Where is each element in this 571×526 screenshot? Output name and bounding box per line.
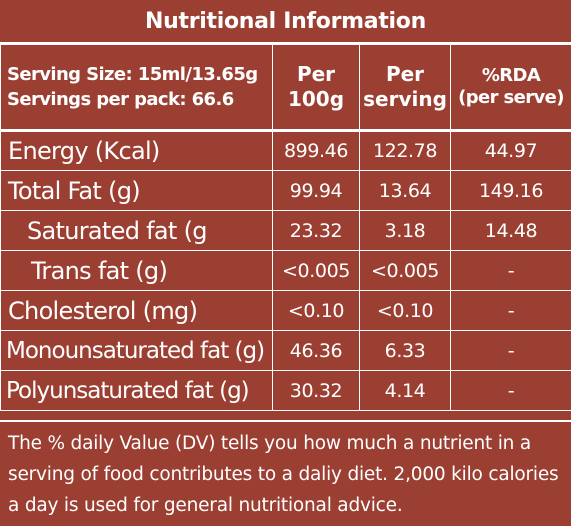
value-per-serving: 3.18 bbox=[359, 210, 451, 251]
table-row: Saturated fat (g 23.32 3.18 14.48 bbox=[0, 210, 571, 251]
col-header-per-serving: Per serving bbox=[359, 44, 451, 132]
value-per-100g: 899.46 bbox=[272, 130, 360, 171]
value-per-100g: 23.32 bbox=[272, 210, 360, 251]
table-row: Monounsaturated fat (g) 46.36 6.33 - bbox=[0, 330, 571, 371]
col-header-rda: %RDA (per serve) bbox=[450, 44, 571, 132]
value-per-100g: 99.94 bbox=[272, 170, 360, 211]
value-rda: - bbox=[450, 250, 571, 291]
value-rda: 149.16 bbox=[450, 170, 571, 211]
nutrition-table: Serving Size: 15ml/13.65g Servings per p… bbox=[0, 44, 571, 411]
value-per-100g: <0.005 bbox=[272, 250, 360, 291]
row-label: Saturated fat (g bbox=[0, 210, 273, 251]
panel-title: Nutritional Information bbox=[0, 0, 571, 44]
value-per-serving: <0.005 bbox=[359, 250, 451, 291]
value-per-serving: 13.64 bbox=[359, 170, 451, 211]
servings-per-pack: Servings per pack: 66.6 bbox=[7, 89, 234, 110]
table-header-row: Serving Size: 15ml/13.65g Servings per p… bbox=[0, 44, 571, 132]
value-rda: 14.48 bbox=[450, 210, 571, 251]
row-label: Cholesterol (mg) bbox=[0, 290, 273, 331]
serving-info-cell: Serving Size: 15ml/13.65g Servings per p… bbox=[0, 44, 273, 132]
row-label: Monounsaturated fat (g) bbox=[0, 330, 273, 371]
value-per-serving: 122.78 bbox=[359, 130, 451, 171]
table-row: Polyunsaturated fat (g) 30.32 4.14 - bbox=[0, 370, 571, 411]
serving-size: Serving Size: 15ml/13.65g bbox=[7, 63, 258, 85]
table-row: Total Fat (g) 99.94 13.64 149.16 bbox=[0, 170, 571, 211]
value-per-serving: 4.14 bbox=[359, 370, 451, 411]
row-label: Trans fat (g) bbox=[0, 250, 273, 291]
value-rda: - bbox=[450, 370, 571, 411]
col-header-per-100g: Per 100g bbox=[272, 44, 360, 132]
footnote: The % daily Value (DV) tells you how muc… bbox=[0, 420, 571, 526]
value-per-100g: <0.10 bbox=[272, 290, 360, 331]
row-label: Energy (Kcal) bbox=[0, 130, 273, 171]
value-rda: - bbox=[450, 330, 571, 371]
row-label: Total Fat (g) bbox=[0, 170, 273, 211]
value-per-100g: 30.32 bbox=[272, 370, 360, 411]
table-row: Energy (Kcal) 899.46 122.78 44.97 bbox=[0, 130, 571, 171]
table-row: Trans fat (g) <0.005 <0.005 - bbox=[0, 250, 571, 291]
table-row: Cholesterol (mg) <0.10 <0.10 - bbox=[0, 290, 571, 331]
value-rda: - bbox=[450, 290, 571, 331]
value-per-serving: 6.33 bbox=[359, 330, 451, 371]
value-per-100g: 46.36 bbox=[272, 330, 360, 371]
value-rda: 44.97 bbox=[450, 130, 571, 171]
value-per-serving: <0.10 bbox=[359, 290, 451, 331]
row-label: Polyunsaturated fat (g) bbox=[0, 370, 273, 411]
